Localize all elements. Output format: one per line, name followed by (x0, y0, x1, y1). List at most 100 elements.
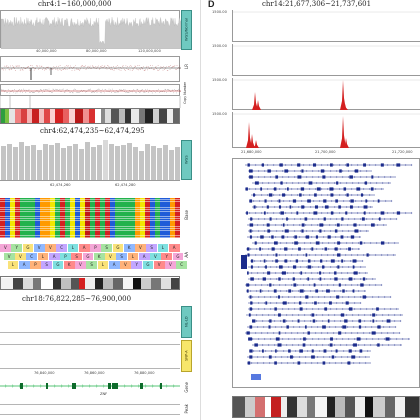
transcript-arrow (404, 163, 407, 167)
transcript-arrow (292, 325, 295, 329)
transcript-arrow (311, 175, 314, 179)
transcript-arrow (358, 355, 361, 359)
panel-c-tag-yellow: SNP-A (181, 340, 192, 372)
transcript-arrow (322, 355, 325, 359)
transcript-arrow (284, 187, 287, 191)
transcript-arrow (372, 199, 375, 203)
transcript-arrow (323, 337, 326, 341)
transcript-arrow (333, 313, 336, 317)
ideogram-band (281, 397, 287, 417)
panel-d-signal-tracks: 1500.00 1500.00 1500.00 1500.00 (212, 10, 420, 150)
transcript-arrow (321, 343, 324, 347)
coverage-bar (18, 142, 24, 180)
transcript-exon (322, 175, 326, 179)
signal-track (232, 10, 420, 42)
transcript-arrow (303, 319, 306, 323)
transcript-exon (350, 235, 355, 239)
transcript-exon (312, 163, 317, 167)
transcript-exon (246, 283, 250, 287)
transcript-arrow (341, 265, 344, 269)
transcript-exon (396, 211, 401, 215)
aa-cell: L (97, 261, 109, 269)
transcript-arrow (256, 355, 259, 359)
ideogram-band (21, 109, 27, 123)
transcript-arrow (273, 319, 276, 323)
ideogram-band (405, 397, 419, 417)
transcript-exon (280, 211, 284, 215)
transcript-exon (335, 349, 338, 353)
transcript-arrow (320, 193, 323, 197)
base-column (135, 198, 140, 238)
transcript-arrow (368, 283, 371, 287)
transcript-arrow (364, 223, 367, 227)
transcript-arrow (364, 355, 367, 359)
transcript-arrow (368, 187, 371, 191)
gene-arrow (151, 384, 154, 388)
transcript-exon (248, 313, 251, 317)
transcript-arrow (381, 319, 384, 323)
transcript-arrow (255, 319, 258, 323)
transcript-arrow (286, 271, 289, 275)
transcript-exon (263, 259, 266, 263)
transcript-arrow (268, 235, 271, 239)
transcript-exon (338, 283, 341, 287)
aa-cell: L (7, 261, 19, 269)
transcript-exon (250, 265, 253, 269)
ideogram-band (69, 109, 75, 123)
transcript-arrow (257, 169, 260, 173)
transcript-arrow (286, 235, 289, 239)
transcript-arrow (407, 337, 410, 341)
transcript-arrow (326, 193, 329, 197)
transcript-arrow (255, 247, 258, 251)
transcript-arrow (370, 325, 373, 329)
transcript-arrow (274, 325, 277, 329)
transcript-exon (259, 247, 262, 251)
transcript-arrow (368, 163, 371, 167)
transcript-exon (281, 271, 286, 275)
transcript-exon (282, 193, 286, 197)
transcript-exon (315, 289, 319, 293)
transcript-exon (316, 187, 321, 191)
transcript-exon (247, 361, 251, 365)
transcript-arrow (335, 175, 338, 179)
gene-arrow (137, 384, 140, 388)
transcript-arrow (317, 265, 320, 269)
transcript-arrow (285, 289, 288, 293)
transcript-arrow (310, 361, 313, 365)
transcript-exon (292, 199, 297, 203)
transcript-arrow (335, 169, 338, 173)
ideogram-band (145, 109, 153, 123)
transcript-arrow (272, 211, 275, 215)
transcript-arrow (270, 199, 273, 203)
transcript-exon (300, 271, 303, 275)
transcript-arrow (248, 187, 251, 191)
transcript-arrow (311, 301, 314, 305)
transcript-arrow (272, 253, 275, 257)
transcript-exon (247, 271, 249, 275)
transcript-arrow (356, 283, 359, 287)
transcript-exon (330, 193, 334, 197)
aa-cell: L (67, 244, 79, 252)
transcript-arrow (291, 181, 294, 185)
transcript-arrow (356, 253, 359, 257)
transcript-exon (307, 259, 311, 263)
transcript-arrow (329, 175, 332, 179)
transcript-arrow (254, 187, 257, 191)
transcript-arrow (365, 175, 368, 179)
transcript-arrow (353, 301, 356, 305)
transcript-arrow (329, 277, 332, 281)
transcript-arrow (341, 301, 344, 305)
transcript-arrow (322, 271, 325, 275)
transcript-exon (338, 331, 342, 335)
transcript-exon (245, 187, 248, 191)
transcript-arrow (284, 163, 287, 167)
transcript-exon (322, 265, 325, 269)
transcript-arrow (308, 211, 311, 215)
base-column (45, 198, 50, 238)
transcript-arrow (315, 319, 318, 323)
transcript-arrow (366, 349, 369, 353)
transcript-exon (246, 211, 249, 215)
transcript-exon (249, 355, 253, 359)
transcript-exon (314, 301, 317, 305)
